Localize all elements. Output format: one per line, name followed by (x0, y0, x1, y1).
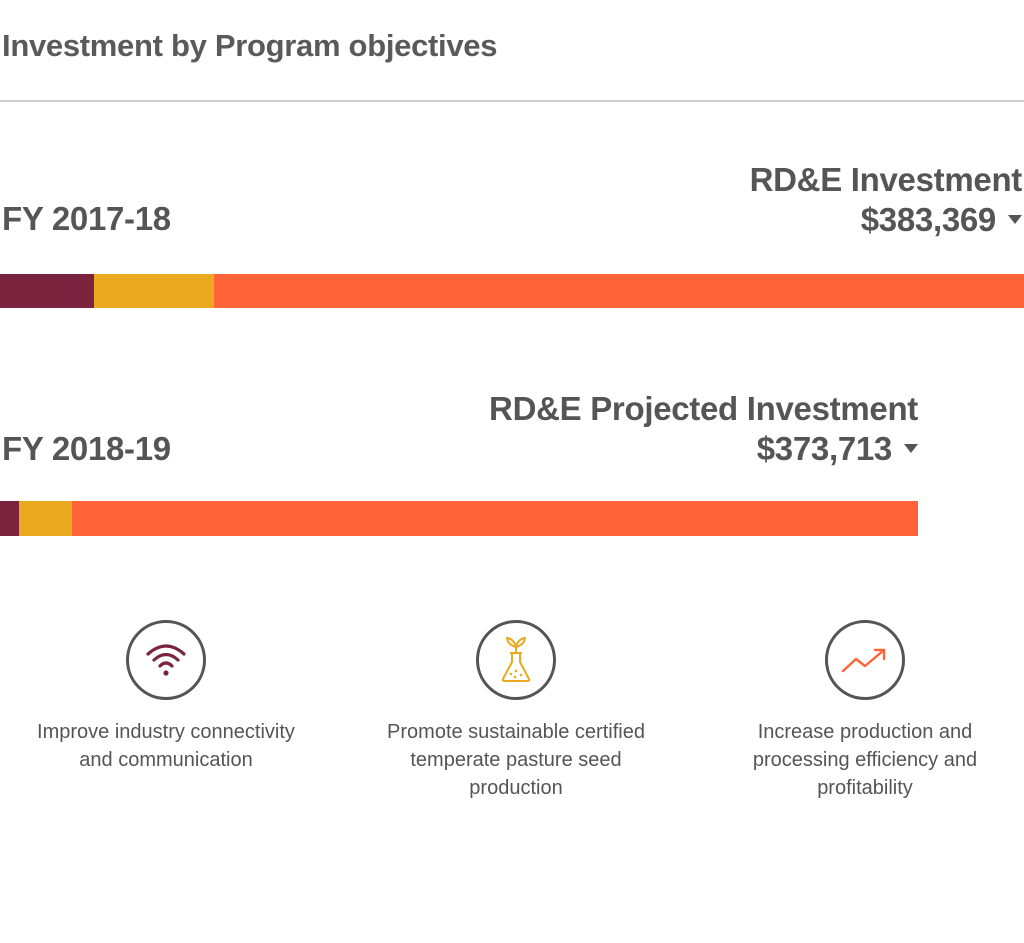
objective-text: Improve industry connectivity and commun… (37, 721, 295, 771)
bar-segment-seed (93, 274, 215, 308)
objective-text: Promote sustainable certified temperate … (387, 721, 645, 799)
title-divider (0, 100, 1024, 102)
investment-amount-row[interactable]: $373,713 (489, 429, 918, 469)
objective-text: Increase production and processing effic… (752, 721, 978, 799)
seedling-flask-icon (476, 620, 556, 700)
stacked-bar-2018-19 (0, 501, 918, 536)
wifi-icon (126, 620, 206, 700)
objective-connectivity: Improve industry connectivity and commun… (6, 620, 326, 774)
bar-segment-seed (19, 501, 73, 536)
bar-segment-production (72, 501, 918, 536)
investment-amount: $373,713 (756, 430, 893, 467)
objective-production-efficiency: Increase production and processing effic… (705, 620, 1024, 802)
bar-segment-connectivity (0, 501, 20, 536)
page-title: Investment by Program objectives (2, 28, 498, 63)
investment-heading: RD&E Projected Investment (489, 390, 918, 427)
investment-heading: RD&E Investment (749, 161, 1023, 198)
caret-down-icon[interactable] (904, 443, 918, 453)
investment-amount: $383,369 (860, 201, 997, 238)
stacked-bar-2017-18 (0, 274, 1024, 308)
caret-down-icon[interactable] (1008, 214, 1022, 224)
investment-summary-2018-19: RD&E Projected Investment $373,713 (489, 389, 918, 469)
fy-label-2018-19: FY 2018-19 (2, 430, 171, 467)
investment-amount-row[interactable]: $383,369 (750, 200, 1022, 240)
trend-up-icon (825, 620, 905, 700)
objective-seed-production: Promote sustainable certified temperate … (356, 620, 676, 802)
investment-summary-2017-18: RD&E Investment $383,369 (749, 160, 1023, 240)
bar-segment-production (214, 274, 1024, 308)
bar-segment-connectivity (0, 274, 94, 308)
fy-label-2017-18: FY 2017-18 (2, 200, 171, 237)
